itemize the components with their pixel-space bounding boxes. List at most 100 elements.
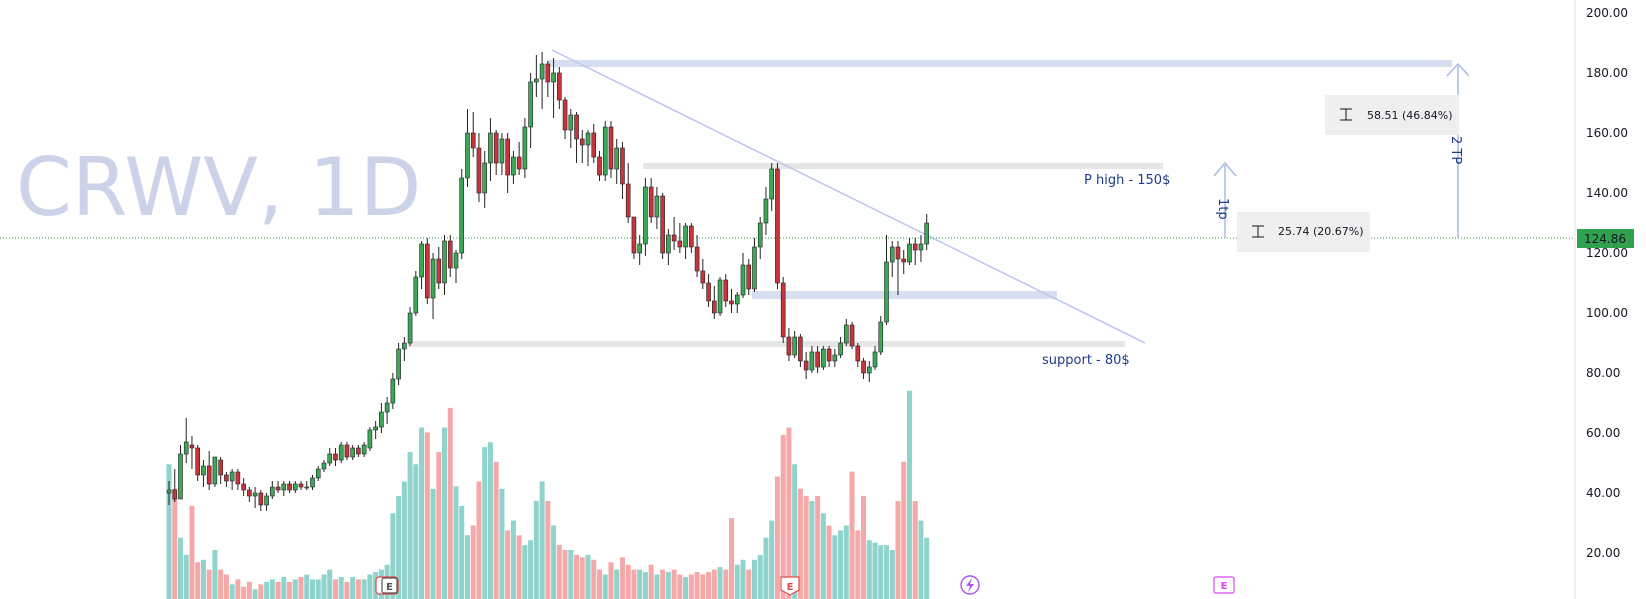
candle[interactable] — [344, 442, 350, 460]
earnings-marker-3[interactable]: E — [1213, 576, 1235, 594]
candle[interactable] — [499, 133, 505, 175]
candle[interactable] — [666, 229, 671, 265]
candle[interactable] — [769, 163, 775, 211]
candle[interactable] — [648, 178, 654, 223]
candle[interactable] — [545, 61, 551, 97]
candle[interactable] — [327, 448, 333, 466]
candle[interactable] — [511, 151, 516, 184]
candle[interactable] — [815, 346, 820, 373]
candle[interactable] — [384, 397, 390, 424]
candle[interactable] — [723, 274, 729, 307]
candle[interactable] — [591, 124, 597, 163]
candle[interactable] — [579, 130, 585, 163]
candle[interactable] — [539, 52, 545, 109]
candle[interactable] — [310, 475, 315, 490]
candle[interactable] — [683, 223, 688, 259]
candle[interactable] — [711, 286, 717, 319]
candle[interactable] — [522, 118, 528, 178]
candle[interactable] — [470, 112, 476, 157]
candle[interactable] — [849, 322, 855, 349]
candle[interactable] — [298, 481, 304, 490]
candle[interactable] — [780, 277, 786, 343]
candle[interactable] — [534, 55, 539, 97]
candle[interactable] — [671, 217, 677, 250]
candle[interactable] — [270, 481, 275, 499]
candle[interactable] — [516, 142, 522, 175]
support-label[interactable]: support - 80$ — [1042, 353, 1130, 368]
candle[interactable] — [700, 259, 706, 289]
resistance-zone-180[interactable] — [547, 60, 1452, 67]
candle[interactable] — [597, 151, 602, 181]
candle[interactable] — [551, 58, 556, 118]
candle[interactable] — [356, 445, 361, 457]
candle[interactable] — [281, 481, 287, 496]
candle[interactable] — [568, 109, 574, 148]
dividend-marker[interactable] — [960, 575, 980, 595]
candle[interactable] — [321, 460, 327, 472]
candle[interactable] — [235, 469, 241, 490]
candle[interactable] — [287, 481, 292, 493]
candle[interactable] — [694, 235, 700, 277]
support-zone[interactable] — [408, 341, 1125, 347]
candle[interactable] — [620, 142, 625, 199]
candle[interactable] — [918, 235, 924, 262]
candle[interactable] — [643, 178, 648, 256]
candle[interactable] — [465, 109, 470, 187]
candle[interactable] — [350, 445, 355, 460]
candle[interactable] — [798, 334, 803, 367]
candle[interactable] — [752, 238, 757, 292]
candle[interactable] — [178, 445, 183, 500]
candle[interactable] — [424, 238, 430, 304]
candle[interactable] — [505, 133, 510, 193]
candle[interactable] — [924, 214, 929, 250]
candle[interactable] — [631, 216, 637, 259]
candle[interactable] — [315, 466, 321, 481]
candle[interactable] — [264, 493, 269, 511]
candle[interactable] — [775, 163, 780, 289]
candle[interactable] — [252, 487, 258, 508]
candle[interactable] — [746, 259, 752, 295]
candle[interactable] — [844, 319, 849, 346]
candle[interactable] — [166, 481, 172, 505]
candle[interactable] — [614, 139, 620, 184]
earnings-marker-1[interactable]: E — [375, 576, 399, 595]
candle[interactable] — [201, 460, 206, 487]
candle[interactable] — [447, 235, 453, 277]
candle[interactable] — [826, 346, 832, 367]
candle[interactable] — [562, 97, 568, 139]
candle[interactable] — [677, 223, 683, 253]
candle[interactable] — [361, 442, 367, 457]
candle[interactable] — [763, 187, 769, 235]
candle[interactable] — [734, 292, 740, 313]
measure-box-1[interactable]: 25.74 (20.67%) — [1237, 212, 1370, 252]
candle[interactable] — [195, 445, 200, 481]
candle[interactable] — [832, 349, 838, 367]
candle[interactable] — [413, 271, 419, 316]
candle[interactable] — [419, 241, 424, 289]
candle[interactable] — [740, 253, 746, 298]
trendline[interactable] — [551, 49, 1146, 344]
candle[interactable] — [608, 121, 614, 178]
candle[interactable] — [786, 328, 792, 361]
candle[interactable] — [907, 238, 912, 265]
candle[interactable] — [637, 235, 642, 265]
candle[interactable] — [333, 448, 338, 466]
candle[interactable] — [585, 130, 591, 166]
candle[interactable] — [792, 331, 797, 358]
candle[interactable] — [407, 307, 413, 346]
candle[interactable] — [574, 112, 579, 163]
candle[interactable] — [453, 250, 459, 283]
candle[interactable] — [706, 274, 711, 307]
candle[interactable] — [396, 343, 401, 385]
candle[interactable] — [476, 133, 482, 202]
candle[interactable] — [379, 403, 384, 433]
candle[interactable] — [729, 289, 734, 313]
candle[interactable] — [442, 235, 447, 295]
candle[interactable] — [912, 238, 918, 265]
candle[interactable] — [717, 277, 723, 316]
candle[interactable] — [172, 469, 178, 502]
candle[interactable] — [436, 247, 442, 289]
candle[interactable] — [218, 457, 223, 484]
candle[interactable] — [247, 487, 252, 502]
y-axis-ticks[interactable]: 200.00 180.00 160.00 140.00 120.00 100.00 80.0… — [1586, 6, 1628, 560]
